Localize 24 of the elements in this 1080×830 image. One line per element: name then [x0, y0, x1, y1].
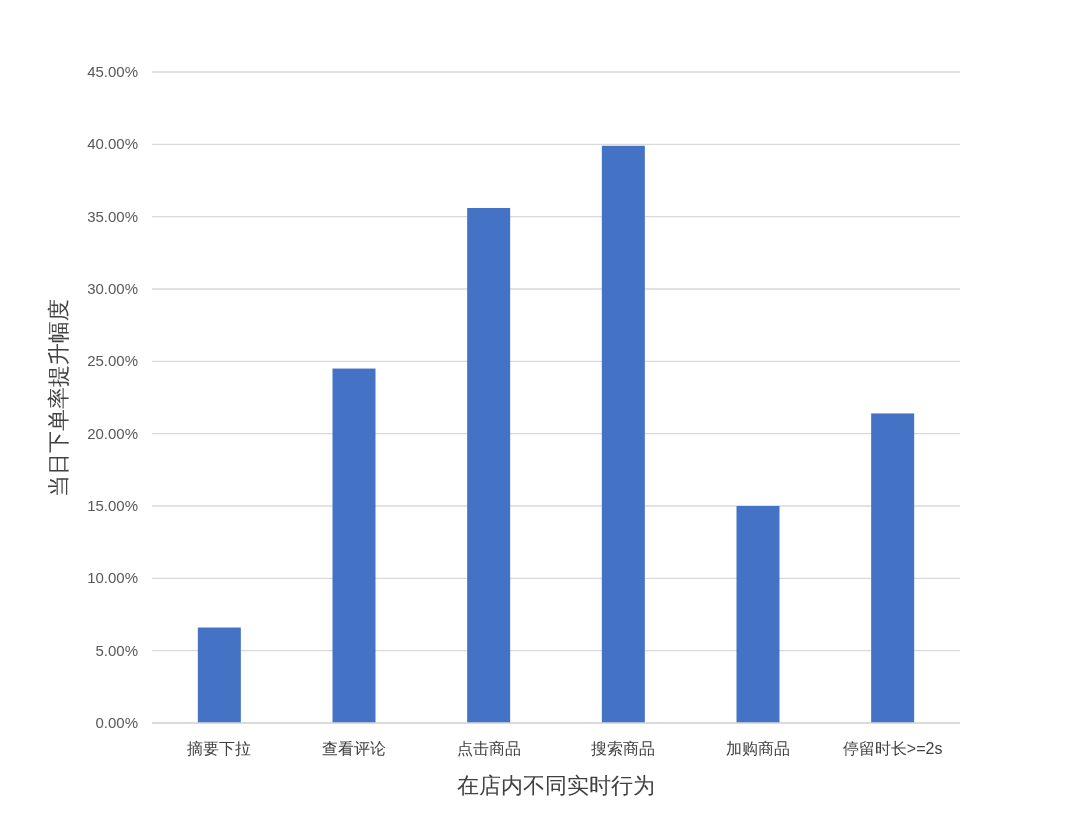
bar	[736, 506, 780, 723]
y-axis-title: 当日下单率提升幅度	[46, 298, 71, 497]
bar	[197, 627, 241, 723]
bar	[467, 207, 511, 723]
x-tick-label: 摘要下拉	[187, 740, 252, 757]
x-tick-label: 点击商品	[456, 740, 521, 757]
y-tick-label: 15.00%	[87, 497, 138, 514]
y-tick-label: 40.00%	[87, 135, 138, 153]
x-tick-label: 停留时长>=2s	[842, 740, 943, 757]
y-tick-label: 5.00%	[95, 641, 138, 659]
y-tick-label: 25.00%	[87, 352, 138, 370]
bar	[871, 413, 915, 723]
x-tick-label: 查看评论	[322, 740, 386, 757]
y-tick-label: 20.00%	[87, 424, 138, 442]
bar	[332, 368, 376, 723]
y-tick-label: 10.00%	[87, 569, 138, 587]
y-tick-label: 45.00%	[87, 63, 138, 80]
y-tick-label: 30.00%	[87, 280, 138, 297]
x-tick-label: 加购商品	[726, 740, 790, 757]
x-axis-title: 在店内不同实时行为	[457, 773, 655, 798]
y-tick-label: 35.00%	[87, 207, 138, 225]
x-tick-label: 搜索商品	[591, 740, 656, 757]
bar	[601, 145, 645, 723]
y-tick-label: 0.00%	[95, 714, 138, 731]
